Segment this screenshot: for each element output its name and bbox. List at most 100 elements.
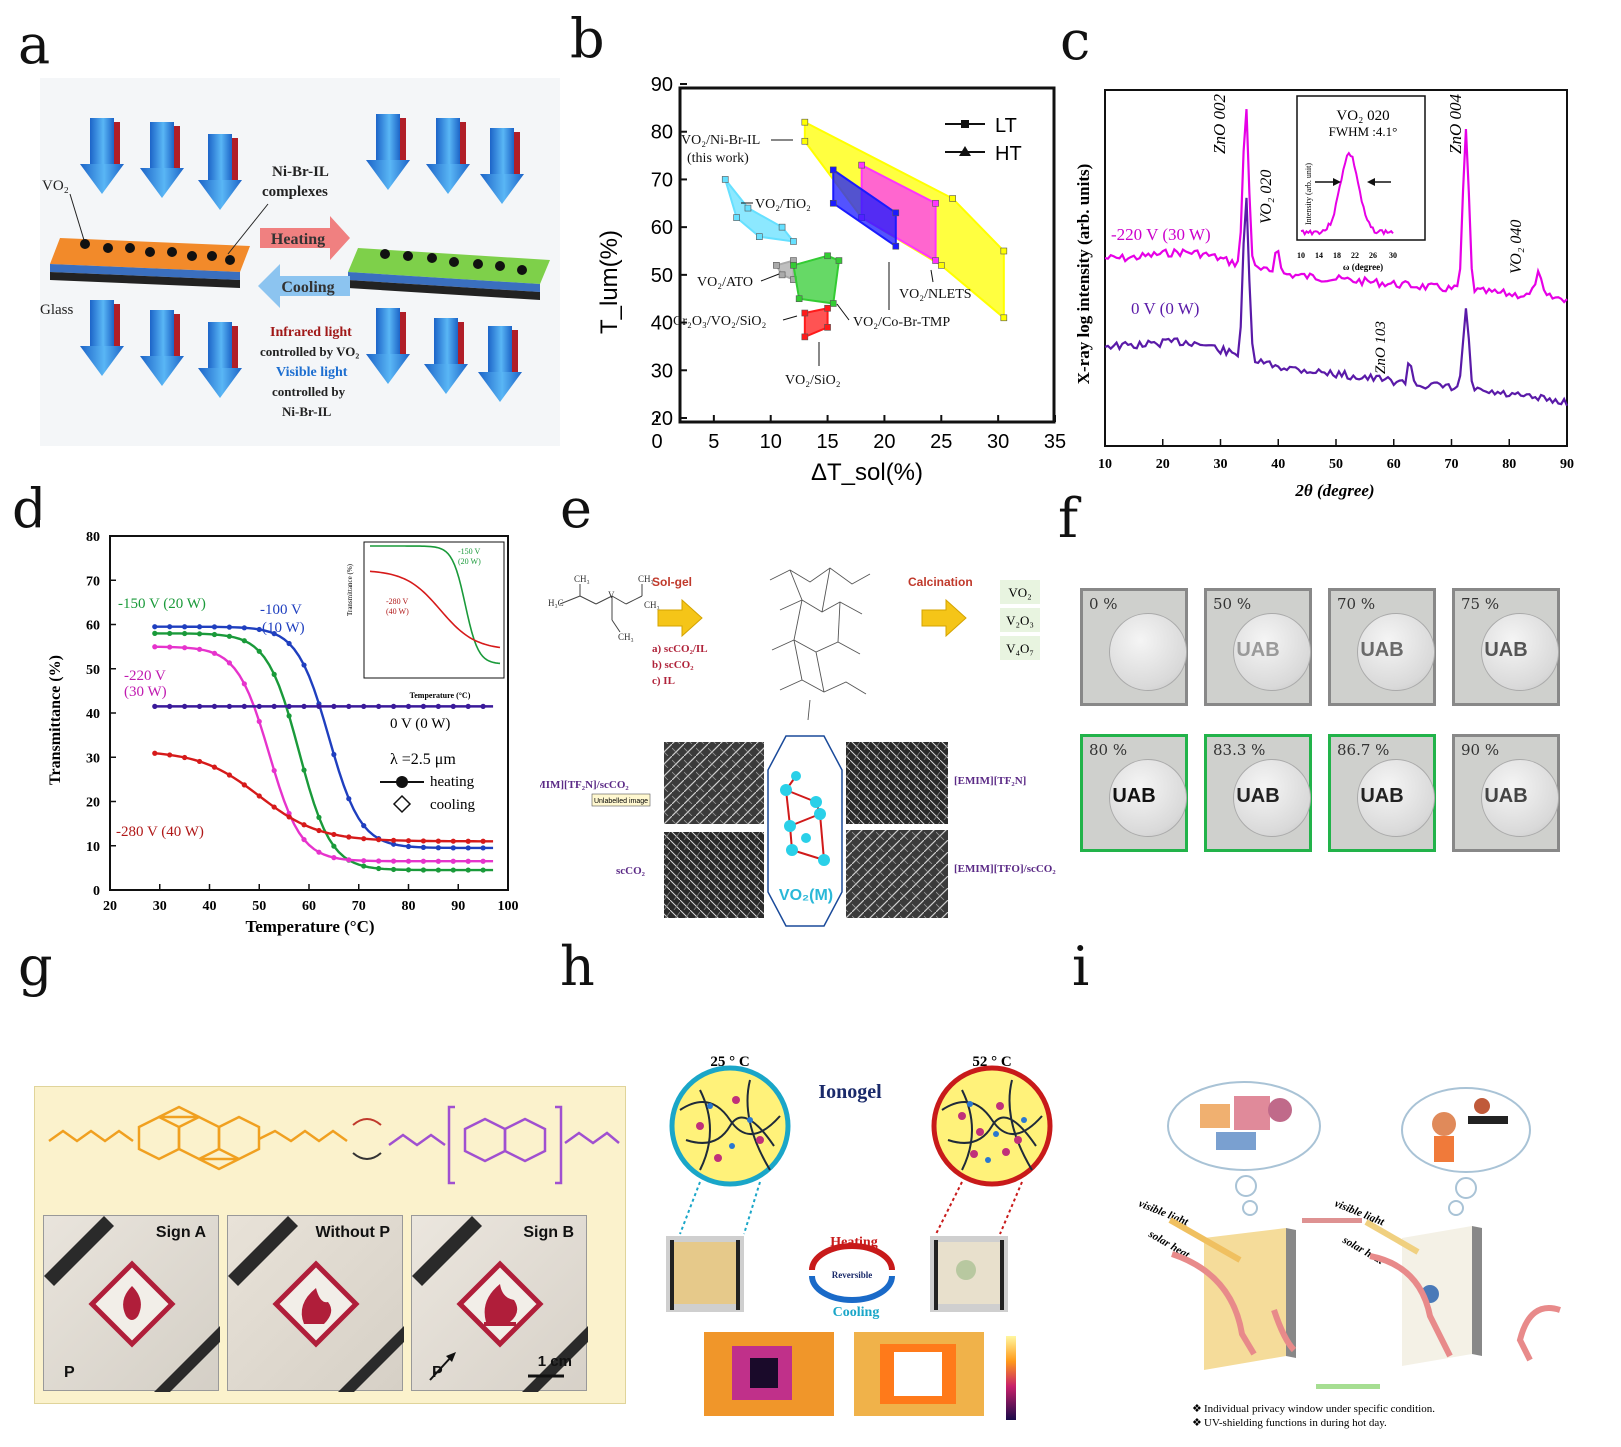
panel-b-legend: LT HT bbox=[945, 115, 1022, 165]
panel-c-plot-area bbox=[1104, 109, 1569, 407]
sem-image-3 bbox=[664, 832, 764, 918]
series-line-1 bbox=[1104, 197, 1569, 407]
p-label-a: P bbox=[64, 1364, 75, 1381]
panel-b-frame bbox=[678, 86, 1056, 424]
y-tick-label: 40 bbox=[651, 313, 673, 335]
svg-text:V: V bbox=[608, 590, 615, 600]
data-point-4-18 bbox=[241, 782, 247, 788]
panel-b-plot-area bbox=[721, 118, 1008, 341]
data-point-2-0 bbox=[829, 166, 837, 174]
inset-l280b: (40 W) bbox=[386, 607, 409, 616]
data-point-3-24 bbox=[271, 703, 277, 709]
panel-label-i: i bbox=[1072, 935, 1090, 998]
x-tick-label: 0 bbox=[651, 431, 662, 453]
network-hot bbox=[931, 1065, 1053, 1187]
tile-4-pct: 80 % bbox=[1089, 741, 1128, 759]
vis-label-2: controlled by bbox=[272, 384, 346, 399]
tile-1-uab: UAB bbox=[1236, 639, 1280, 661]
data-point-3-0 bbox=[152, 703, 158, 709]
data-point-3-21 bbox=[256, 703, 262, 709]
data-point-3-42 bbox=[361, 703, 367, 709]
data-point-3-60 bbox=[450, 703, 456, 709]
data-point-0-30 bbox=[301, 662, 307, 668]
disc-3 bbox=[1481, 613, 1559, 691]
x-tick-label: 20 bbox=[873, 431, 895, 453]
x-tick-label: 20 bbox=[1156, 457, 1170, 472]
data-point-0-0 bbox=[801, 118, 809, 126]
sem-image-4 bbox=[846, 830, 948, 918]
x-tick-label: 5 bbox=[708, 431, 719, 453]
photo-title-a: Sign A bbox=[155, 1224, 206, 1241]
data-point-3-57 bbox=[435, 703, 441, 709]
inset-l150a: -150 V bbox=[458, 547, 481, 556]
data-point-3-33 bbox=[316, 703, 322, 709]
svg-text:H₃C: H₃C bbox=[548, 598, 564, 608]
data-point-4-3 bbox=[778, 271, 786, 279]
temp-52: 52 ° C bbox=[972, 1054, 1011, 1070]
data-point-0-6 bbox=[801, 137, 809, 145]
data-point-3-0 bbox=[721, 176, 729, 183]
y-tick-label: 90 bbox=[651, 74, 673, 96]
tile-4-uab: UAB bbox=[1112, 785, 1156, 807]
y-tick-label: 70 bbox=[86, 574, 100, 589]
data-point-0-27 bbox=[286, 640, 292, 647]
y-tick-label: 50 bbox=[651, 265, 673, 287]
p-label-b: P bbox=[432, 1364, 443, 1381]
sign-b-figure bbox=[412, 1216, 588, 1392]
data-point-1-45 bbox=[376, 865, 382, 872]
label-m100a: -100 V bbox=[260, 602, 302, 618]
data-point-2-18 bbox=[241, 681, 247, 687]
data-point-4-27 bbox=[286, 814, 292, 820]
panel-label-b: b bbox=[570, 7, 605, 70]
data-point-2-3 bbox=[829, 199, 837, 207]
data-point-4-42 bbox=[361, 836, 367, 842]
data-point-0-2 bbox=[1000, 247, 1008, 255]
tile-6-pct: 86.7 % bbox=[1337, 741, 1390, 759]
panel-b-axes: 0 5 10 15 20 25 30 35 20 30 40 50 60 70 80 90 bbox=[651, 74, 1066, 453]
tile-5: 83.3 % UAB bbox=[1204, 734, 1312, 852]
data-point-6-0 bbox=[801, 309, 809, 317]
y-tick-label: 40 bbox=[86, 707, 100, 722]
data-point-6-2 bbox=[824, 324, 831, 331]
panel-d-plot-area bbox=[152, 624, 494, 873]
y-tick-label: 20 bbox=[86, 796, 100, 811]
data-point-6-1 bbox=[824, 304, 831, 312]
y-tick-label: 30 bbox=[651, 360, 673, 382]
panel-label-e: e bbox=[560, 477, 592, 540]
label-m100b: (10 W) bbox=[262, 620, 305, 636]
products-box: VO₂ V₂O₃ V₄O₇ bbox=[1000, 580, 1040, 660]
tile-6-uab: UAB bbox=[1360, 785, 1404, 807]
svg-text:CH₃: CH₃ bbox=[638, 574, 654, 584]
ir-image-hot bbox=[854, 1332, 984, 1416]
ir-image-cold bbox=[704, 1332, 834, 1416]
tile-0-pct: 0 % bbox=[1089, 595, 1118, 613]
data-point-4-54 bbox=[420, 838, 427, 844]
data-point-4-63 bbox=[465, 838, 471, 844]
device-hot bbox=[930, 1236, 1008, 1312]
reversible-text: Reversible bbox=[832, 1270, 873, 1280]
series-region-5 bbox=[792, 254, 841, 305]
data-point-2-2 bbox=[892, 242, 900, 250]
label-vo2-040: VO₂ 040 bbox=[1508, 220, 1525, 274]
molecule-purple bbox=[388, 1105, 620, 1185]
left-slab bbox=[50, 238, 250, 288]
data-point-1-1 bbox=[932, 199, 939, 207]
y-tick-label: 30 bbox=[86, 751, 100, 766]
data-point-0-48 bbox=[390, 841, 397, 847]
data-point-3-63 bbox=[465, 703, 471, 709]
y-tick-label: 20 bbox=[651, 408, 673, 430]
route-a: a) scCO₂/IL bbox=[652, 643, 708, 655]
label-thiswork: (this work) bbox=[687, 151, 749, 166]
inset-green-line bbox=[369, 545, 501, 665]
data-point-2-45 bbox=[376, 858, 382, 864]
x-tick-label: 40 bbox=[1271, 457, 1285, 472]
y-tick-label: 60 bbox=[651, 217, 673, 239]
x-tick-label: 20 bbox=[103, 899, 117, 914]
x-tick-label: 50 bbox=[252, 899, 266, 914]
inset-d-ylabel: Transmittance (%) bbox=[346, 563, 354, 616]
data-point-0-24 bbox=[271, 631, 277, 637]
series-line-0 bbox=[1104, 109, 1568, 304]
inset-peak-line bbox=[1300, 151, 1394, 237]
data-point-5-4 bbox=[795, 295, 803, 303]
data-point-1-3 bbox=[167, 630, 173, 637]
